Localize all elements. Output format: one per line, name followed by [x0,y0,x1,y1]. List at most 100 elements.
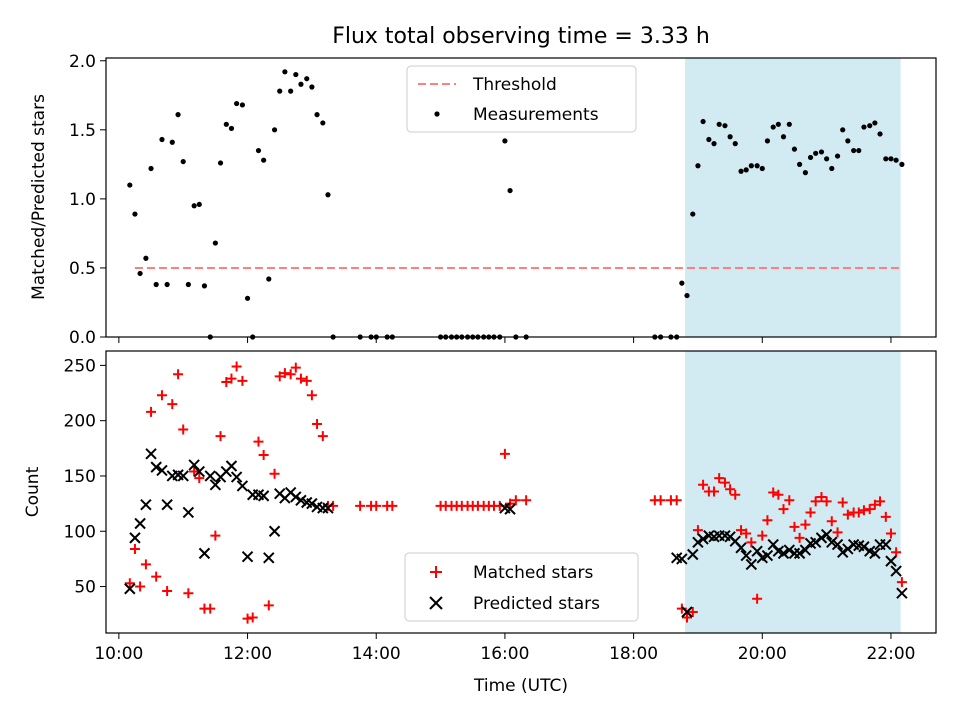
matched-star-point [317,431,328,442]
measurement-point [813,150,819,156]
predicted-star-point [236,480,249,492]
bottom-y-axis: 50 100 150 200 250 [64,356,106,598]
measurement-point [834,153,841,159]
matched-stars-legend-label: Matched stars [473,563,593,583]
predicted-stars-series [124,448,908,618]
predicted-star-point [161,499,173,511]
predicted-star-point [681,606,693,618]
measurement-point [690,211,696,217]
measurement-point [244,295,251,301]
measurement-point [261,157,267,163]
measurement-point [716,121,722,127]
measurement-point [684,292,690,299]
matched-star-point [671,495,682,506]
predicted-stars-legend-swatch [429,596,443,610]
measurement-point [829,165,835,172]
bottom-y-tick-label: 200 [64,412,96,432]
matched-star-point [355,500,366,511]
matched-star-point [821,496,832,507]
x-tick-label: 10:00 [94,644,143,664]
measurement-point [791,146,798,152]
measurement-point [754,163,760,169]
predicted-star-point [777,547,790,560]
top-y-tick-label: 1.0 [69,190,96,210]
predicted-star-point [257,490,270,502]
predicted-star-point [177,470,189,482]
top-y-tick-label: 0.0 [69,328,96,348]
matched-star-point [178,424,189,435]
measurement-point [775,121,781,127]
measurement-point [679,280,685,286]
chart-title: Flux total observing time = 3.33 h [332,24,710,49]
matched-star-point [757,530,768,541]
matched-star-point [301,375,312,386]
matched-star-point [253,436,264,447]
x-tick-label: 20:00 [738,644,787,664]
matched-star-point [826,516,837,527]
measurement-point [191,203,197,209]
measurement-point [872,120,878,126]
matched-star-point [655,495,666,506]
measurement-point [764,138,771,144]
matched-star-point [226,373,237,384]
measurement-point [818,149,825,155]
top-highlight-span [685,58,901,337]
matched-star-point [371,500,382,511]
matched-star-point [285,369,296,380]
threshold-legend-label: Threshold [472,75,557,95]
predicted-star-point [697,533,709,545]
measurement-point [127,182,133,188]
matched-star-point [752,593,763,604]
matched-star-point [242,613,253,624]
predicted-star-point [767,538,779,551]
measurement-point [877,131,883,137]
matched-star-point [135,581,146,592]
matched-star-point [205,603,216,614]
measurement-point [867,123,873,129]
matched-star-point [387,500,398,511]
matched-star-point [762,515,773,526]
measurement-point [856,147,862,154]
matched-star-point [741,528,752,539]
bottom-legend-box [404,552,639,622]
measurement-point [169,139,175,145]
bottom-plot-frame [105,350,937,634]
matched-star-point [312,418,323,429]
matched-star-point [194,473,205,484]
measurement-point [185,281,191,288]
measurement-point [802,170,808,176]
measurement-point [217,160,224,166]
measurement-point [143,255,149,261]
predicted-star-point [820,528,833,541]
measurement-point [748,163,754,169]
measurement-point [271,127,278,133]
measurement-point [320,120,326,126]
matched-star-point [156,390,167,401]
measurement-point [738,168,744,174]
measurement-point [711,141,717,147]
measurement-point [164,281,170,288]
bottom-y-axis-label: Count [23,466,43,517]
predicted-star-point [140,499,152,511]
matched-star-point [521,495,532,506]
predicted-star-point [761,549,774,562]
matched-star-point [816,491,827,502]
measurement-point [223,121,229,127]
measurement-point [234,100,240,107]
matched-star-point [221,376,232,387]
matched-star-point [140,559,151,570]
x-tick-label: 18:00 [609,644,658,664]
matched-star-point [891,547,902,558]
predicted-star-point [209,479,222,491]
matched-star-point [151,571,162,582]
matched-star-point [146,406,157,417]
measurement-point [159,136,165,143]
matched-star-point [210,530,221,541]
predicted-star-point [268,525,281,537]
predicted-star-point [783,544,796,556]
matched-star-point [778,504,789,515]
measurements-legend-label: Measurements [473,105,599,125]
bottom-x-axis: 10:00 12:00 14:00 16:00 18:00 20:00 22:00 [94,633,915,664]
predicted-star-point [124,583,136,595]
x-axis-label: Time (UTC) [473,676,568,696]
